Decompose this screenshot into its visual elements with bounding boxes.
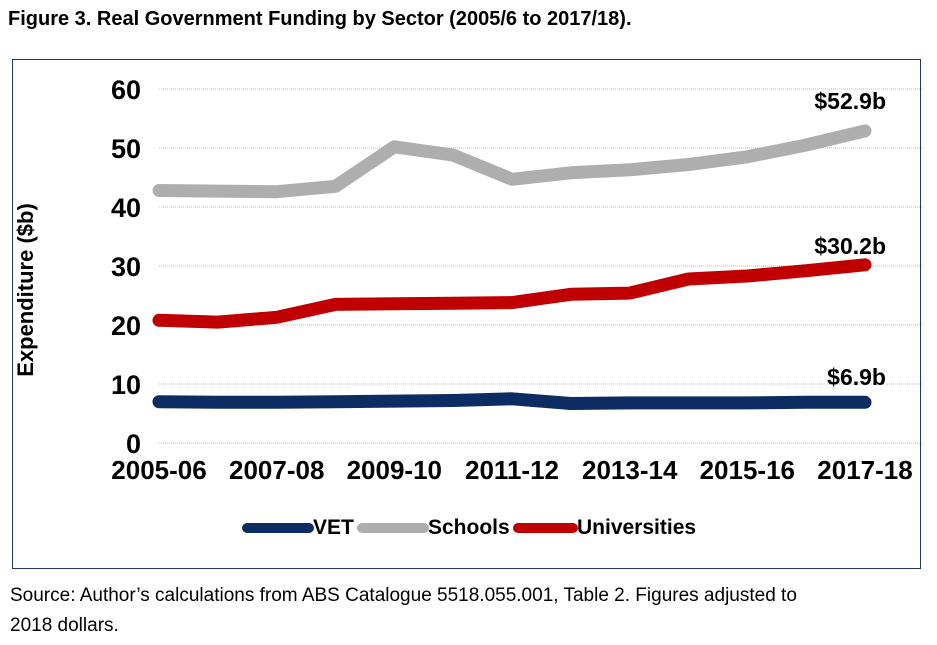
svg-text:Expenditure ($b): Expenditure ($b) <box>13 203 38 377</box>
svg-text:40: 40 <box>111 193 141 223</box>
svg-text:10: 10 <box>111 370 141 400</box>
svg-text:2011-12: 2011-12 <box>465 455 559 485</box>
svg-text:2009-10: 2009-10 <box>347 455 442 485</box>
svg-text:VET: VET <box>313 516 354 539</box>
svg-text:Universities: Universities <box>577 516 696 539</box>
svg-text:2007-08: 2007-08 <box>229 455 324 485</box>
svg-text:20: 20 <box>111 311 141 341</box>
svg-text:$30.2b: $30.2b <box>814 233 886 259</box>
svg-text:2013-14: 2013-14 <box>582 455 678 485</box>
svg-text:$52.9b: $52.9b <box>814 88 886 114</box>
svg-text:Schools: Schools <box>428 516 510 539</box>
svg-text:60: 60 <box>111 75 141 105</box>
svg-text:30: 30 <box>111 252 141 282</box>
svg-text:2005-06: 2005-06 <box>111 455 206 485</box>
svg-text:$6.9b: $6.9b <box>827 364 886 390</box>
svg-text:2017-18: 2017-18 <box>817 455 912 485</box>
svg-text:2015-16: 2015-16 <box>700 455 795 485</box>
svg-text:50: 50 <box>111 134 141 164</box>
